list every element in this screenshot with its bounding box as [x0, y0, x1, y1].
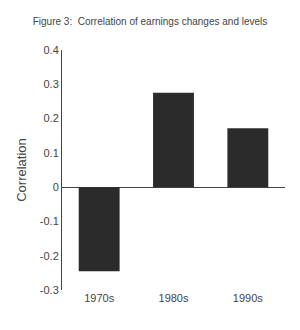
svg-text:0.1: 0.1 — [44, 147, 59, 159]
svg-text:1980s: 1980s — [159, 292, 189, 304]
svg-text:0.4: 0.4 — [44, 44, 59, 56]
svg-text:0.2: 0.2 — [44, 112, 59, 124]
svg-text:1990s: 1990s — [233, 292, 263, 304]
svg-text:-0.3: -0.3 — [40, 284, 59, 296]
svg-text:1970s: 1970s — [84, 292, 114, 304]
svg-text:0: 0 — [53, 181, 59, 193]
svg-text:-0.2: -0.2 — [40, 250, 59, 262]
svg-text:0.3: 0.3 — [44, 78, 59, 90]
svg-text:Figure 3: Correlation of earn: Figure 3: Correlation of earnings change… — [33, 16, 268, 27]
svg-text:Correlation: Correlation — [14, 138, 29, 202]
svg-text:-0.1: -0.1 — [40, 215, 59, 227]
